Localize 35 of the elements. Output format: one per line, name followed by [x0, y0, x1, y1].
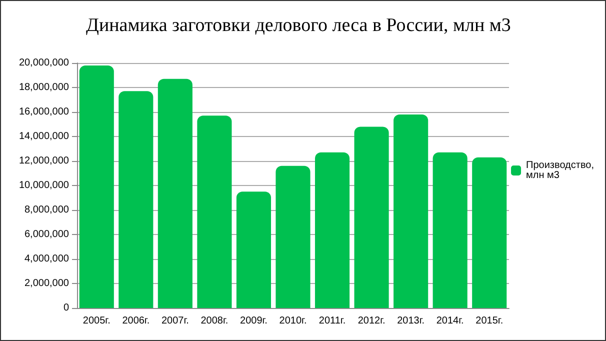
y-tick-label: 6,000,000: [24, 229, 70, 240]
y-tick-label: 14,000,000: [18, 131, 70, 142]
bar: [197, 116, 232, 308]
legend-label: Производство, млн м3: [526, 160, 594, 181]
bar: [314, 152, 350, 308]
bar: [472, 157, 507, 308]
bar: [79, 65, 114, 308]
x-tick-label: 2008г.: [200, 316, 228, 326]
y-tick-label: 16,000,000: [18, 106, 70, 118]
bar: [354, 126, 389, 308]
y-tick-label: 0: [63, 302, 70, 314]
bar: [236, 192, 272, 308]
chart-title: Динамика заготовки делового леса в России, млн м3: [86, 15, 511, 36]
y-tick-label: 10,000,000: [18, 180, 70, 191]
y-tick-label: 4,000,000: [24, 254, 70, 264]
x-tick-label: 2011г.: [318, 316, 346, 326]
bar: [432, 152, 468, 308]
x-tick-label: 2015г.: [476, 316, 504, 326]
x-tick-label: 2006г.: [122, 316, 150, 326]
y-tick-label: 18,000,000: [18, 82, 70, 93]
y-tick-label: 8,000,000: [24, 204, 70, 216]
bar: [276, 166, 310, 308]
bar: [118, 91, 154, 308]
bar: [394, 114, 428, 308]
x-tick-label: 2012г.: [358, 316, 386, 326]
x-tick-label: 2013г.: [397, 316, 425, 326]
x-tick-label: 2005г.: [82, 316, 110, 326]
y-tick-label: 2,000,000: [24, 278, 70, 289]
y-tick-label: 20,000,000: [18, 58, 70, 68]
x-tick-label: 2009г.: [240, 316, 268, 326]
bar: [158, 78, 192, 308]
x-tick-label: 2014г.: [436, 316, 464, 326]
y-tick-label: 12,000,000: [18, 156, 70, 166]
x-tick-label: 2007г.: [161, 316, 189, 326]
x-tick-label: 2010г.: [279, 316, 307, 326]
